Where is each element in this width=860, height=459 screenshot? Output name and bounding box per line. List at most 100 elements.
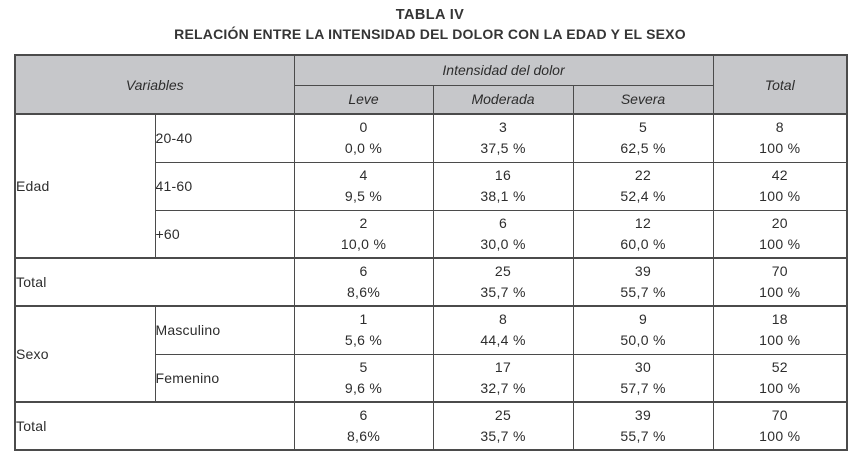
percent-value: 100 %: [759, 332, 801, 349]
count-value: 25: [494, 263, 512, 279]
percent-value: 37,5 %: [480, 140, 526, 157]
count-value: 20: [771, 214, 788, 231]
percent-value: 8,6%: [346, 428, 381, 444]
count-value: 5: [638, 119, 648, 136]
data-cell: 6 8,6%: [293, 257, 434, 307]
data-cell: 5 9,6 %: [293, 353, 434, 403]
count-value: 52: [771, 358, 788, 375]
count-value: 6: [359, 407, 368, 423]
data-cell: 17 32,7 %: [432, 353, 574, 403]
percent-value: 100 %: [759, 379, 801, 396]
table-row-sexo-masculino: Sexo Masculino 1 5,6 % 8 44,4 % 9 50,0 % 18…: [14, 305, 848, 403]
percent-value: 0,0 %: [344, 140, 383, 157]
count-value: 39: [634, 407, 652, 423]
data-cell: 0 0,0 %: [293, 113, 434, 163]
group-label-edad: Edad: [14, 113, 156, 259]
table-description-title: RELACIÓN ENTRE LA INTENSIDAD DEL DOLOR C…: [174, 26, 686, 42]
row-label: 20-40: [154, 113, 295, 163]
data-cell: 39 55,7 %: [572, 401, 714, 451]
percent-value: 35,7 %: [480, 428, 526, 444]
row-label: +60: [154, 209, 295, 259]
data-cell: 8 44,4 %: [432, 305, 574, 355]
count-value: 6: [359, 263, 368, 279]
count-value: 3: [498, 119, 508, 136]
count-value: 30: [634, 358, 652, 375]
percent-value: 44,4 %: [480, 332, 526, 349]
data-cell: 18 100 %: [712, 305, 848, 355]
count-value: 4: [359, 167, 368, 183]
data-cell: 70 100 %: [712, 257, 848, 307]
count-value: 8: [498, 311, 508, 328]
count-value: 5: [359, 358, 368, 375]
row-label: Femenino: [154, 353, 295, 403]
data-cell: 12 60,0 %: [572, 209, 714, 259]
data-cell: 30 57,7 %: [572, 353, 714, 403]
pain-intensity-table: Variables Intensidad del dolor Total Lev…: [14, 54, 849, 451]
count-value: 25: [494, 407, 512, 423]
count-value: 17: [494, 358, 512, 375]
percent-value: 35,7 %: [480, 284, 526, 300]
data-cell: 52 100 %: [712, 353, 848, 403]
data-cell: 22 52,4 %: [572, 161, 714, 211]
data-cell: 42 100 %: [712, 161, 848, 211]
header-moderada: Moderada: [432, 84, 574, 115]
total-row-label: Total: [14, 257, 295, 307]
table-row-sexo-total: Total 6 8,6% 25 35,7 % 39 55,7 % 70 100 %: [14, 401, 848, 451]
percent-value: 5,6 %: [344, 332, 383, 349]
data-cell: 4 9,5 %: [293, 161, 434, 211]
table-row-edad-60plus: +60 2 10,0 % 6 30,0 % 12 60,0 % 20 100 %: [15, 209, 848, 259]
count-value: 70: [771, 263, 788, 279]
percent-value: 100 %: [759, 235, 801, 252]
count-value: 18: [771, 311, 788, 328]
table-row-edad-20-40: Edad 20-40 0 0,0 % 3 37,5 % 5 62,5 % 8 100 %: [14, 113, 848, 259]
percent-value: 9,6 %: [344, 379, 383, 396]
percent-value: 10,0 %: [340, 235, 387, 252]
data-cell: 1 5,6 %: [293, 305, 434, 355]
percent-value: 100 %: [759, 428, 801, 444]
table-row-edad-total: Total 6 8,6% 25 35,7 % 39 55,7 % 70 100 %: [14, 257, 848, 307]
table-title-block: TABLA IV RELACIÓN ENTRE LA INTENSIDAD DE…: [0, 7, 860, 42]
data-cell: 8 100 %: [712, 113, 848, 163]
header-total: Total: [712, 54, 848, 115]
count-value: 12: [634, 214, 652, 231]
data-cell: 5 62,5 %: [572, 113, 714, 163]
data-cell: 16 38,1 %: [432, 161, 574, 211]
data-cell: 25 35,7 %: [432, 401, 574, 451]
data-cell: 9 50,0 %: [572, 305, 714, 355]
row-label: 41-60: [154, 161, 295, 211]
percent-value: 55,7 %: [620, 428, 666, 444]
header-variables: Variables: [14, 54, 295, 115]
count-value: 8: [775, 119, 784, 136]
count-value: 39: [634, 263, 652, 279]
percent-value: 32,7 %: [480, 379, 526, 396]
percent-value: 100 %: [759, 140, 801, 157]
count-value: 1: [359, 311, 368, 328]
data-cell: 25 35,7 %: [432, 257, 574, 307]
header-severa: Severa: [572, 84, 714, 115]
row-label: Masculino: [154, 305, 295, 355]
percent-value: 55,7 %: [620, 284, 666, 300]
count-value: 16: [494, 167, 512, 183]
header-intensity-group: Intensidad del dolor: [293, 54, 714, 86]
percent-value: 57,7 %: [620, 379, 666, 396]
count-value: 9: [638, 311, 648, 328]
percent-value: 38,1 %: [480, 188, 526, 204]
count-value: 22: [634, 167, 652, 183]
count-value: 70: [771, 407, 788, 423]
total-row-label: Total: [14, 401, 295, 451]
percent-value: 8,6%: [346, 284, 381, 300]
count-value: 0: [359, 119, 368, 136]
percent-value: 9,5 %: [344, 188, 383, 204]
table-row-sexo-femenino: Femenino 5 9,6 % 17 32,7 % 30 57,7 % 52 100 …: [15, 353, 848, 403]
percent-value: 50,0 %: [620, 332, 666, 349]
percent-value: 52,4 %: [620, 188, 666, 204]
percent-value: 100 %: [759, 188, 801, 204]
data-cell: 3 37,5 %: [432, 113, 574, 163]
data-cell: 6 30,0 %: [432, 209, 574, 259]
data-cell: 39 55,7 %: [572, 257, 714, 307]
percent-value: 100 %: [759, 284, 801, 300]
percent-value: 60,0 %: [620, 235, 666, 252]
table-number-title: TABLA IV: [395, 7, 465, 23]
percent-value: 62,5 %: [620, 140, 666, 157]
